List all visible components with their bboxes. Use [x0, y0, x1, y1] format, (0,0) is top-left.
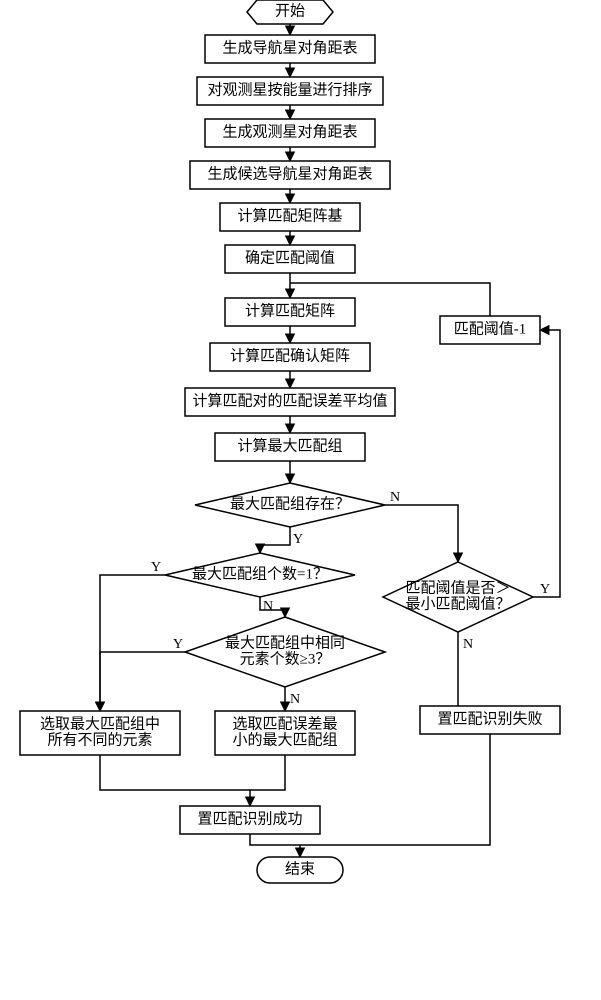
- edge-label: N: [390, 490, 400, 505]
- svg-text:计算匹配确认矩阵: 计算匹配确认矩阵: [230, 346, 350, 364]
- edge-label: Y: [540, 582, 550, 597]
- svg-text:对观测星按能量进行排序: 对观测星按能量进行排序: [207, 81, 372, 98]
- n14: 置匹配识别失败: [420, 706, 560, 734]
- n5: 计算匹配矩阵基: [220, 203, 360, 231]
- n7: 计算匹配矩阵: [225, 298, 355, 326]
- svg-text:匹配阈值-1: 匹配阈值-1: [454, 320, 527, 337]
- svg-text:小的最大匹配组: 小的最大匹配组: [232, 731, 337, 748]
- svg-text:生成观测星对角距表: 生成观测星对角距表: [222, 123, 357, 140]
- edge-label: Y: [173, 637, 183, 652]
- d3: 最大匹配组中相同元素个数≥3？: [185, 617, 385, 687]
- svg-text:最大匹配组中相同: 最大匹配组中相同: [225, 634, 345, 651]
- edge-label: Y: [151, 560, 161, 575]
- n8: 计算匹配确认矩阵: [210, 343, 370, 371]
- svg-text:确定匹配阈值: 确定匹配阈值: [245, 249, 335, 266]
- svg-text:匹配阈值是否＞: 匹配阈值是否＞: [405, 579, 510, 596]
- svg-text:置匹配识别成功: 置匹配识别成功: [197, 810, 302, 827]
- svg-text:生成导航星对角距表: 生成导航星对角距表: [222, 39, 357, 56]
- edge: [100, 652, 185, 711]
- edge-label: N: [463, 637, 473, 652]
- nodes: 开始生成导航星对角距表对观测星按能量进行排序生成观测星对角距表生成候选导航星对角…: [20, 0, 560, 883]
- edge: [100, 755, 250, 790]
- svg-text:元素个数≥3？: 元素个数≥3？: [240, 650, 331, 667]
- svg-text:开始: 开始: [275, 2, 305, 19]
- svg-text:最大匹配组个数=1？: 最大匹配组个数=1？: [192, 565, 328, 582]
- d1: 最大匹配组存在？: [195, 483, 385, 527]
- edge-label: N: [290, 692, 300, 707]
- n1: 生成导航星对角距表: [205, 35, 375, 63]
- n3: 生成观测星对角距表: [205, 119, 375, 147]
- svg-text:计算最大匹配组: 计算最大匹配组: [237, 436, 342, 454]
- n_start: 开始: [247, 0, 333, 24]
- svg-text:选取匹配误差最: 选取匹配误差最: [232, 715, 337, 732]
- n9: 计算匹配对的匹配误差平均值: [185, 388, 395, 416]
- svg-text:结束: 结束: [285, 860, 315, 877]
- n11: 选取最大匹配组中所有不同的元素: [20, 711, 180, 755]
- svg-text:置匹配识别失败: 置匹配识别失败: [437, 710, 542, 727]
- svg-text:最小匹配阈值？: 最小匹配阈值？: [405, 595, 510, 612]
- edge: [250, 834, 300, 845]
- edge: [100, 575, 165, 711]
- n_succ: 置匹配识别成功: [180, 806, 320, 834]
- svg-text:计算匹配矩阵基: 计算匹配矩阵基: [237, 206, 342, 224]
- d4: 匹配阈值是否＞最小匹配阈值？: [383, 562, 533, 632]
- svg-text:计算匹配对的匹配误差平均值: 计算匹配对的匹配误差平均值: [192, 391, 387, 409]
- n10: 计算最大匹配组: [215, 433, 365, 461]
- n4: 生成候选导航星对角距表: [190, 161, 390, 189]
- edge: [260, 527, 290, 553]
- d2: 最大匹配组个数=1？: [165, 553, 355, 597]
- edge: [385, 505, 458, 562]
- svg-text:生成候选导航星对角距表: 生成候选导航星对角距表: [207, 165, 372, 182]
- n13: 匹配阈值-1: [440, 316, 540, 344]
- svg-text:计算匹配矩阵: 计算匹配矩阵: [245, 301, 335, 319]
- svg-text:最大匹配组存在？: 最大匹配组存在？: [230, 495, 350, 512]
- svg-text:所有不同的元素: 所有不同的元素: [47, 731, 152, 748]
- edge-label: Y: [293, 532, 303, 547]
- svg-text:选取最大匹配组中: 选取最大匹配组中: [40, 715, 160, 732]
- edge: [533, 330, 560, 597]
- edge: [250, 755, 285, 806]
- n6: 确定匹配阈值: [225, 245, 355, 273]
- n2: 对观测星按能量进行排序: [197, 77, 383, 105]
- n12: 选取匹配误差最小的最大匹配组: [215, 711, 355, 755]
- edge-label: N: [263, 599, 273, 614]
- n_end: 结束: [257, 857, 343, 883]
